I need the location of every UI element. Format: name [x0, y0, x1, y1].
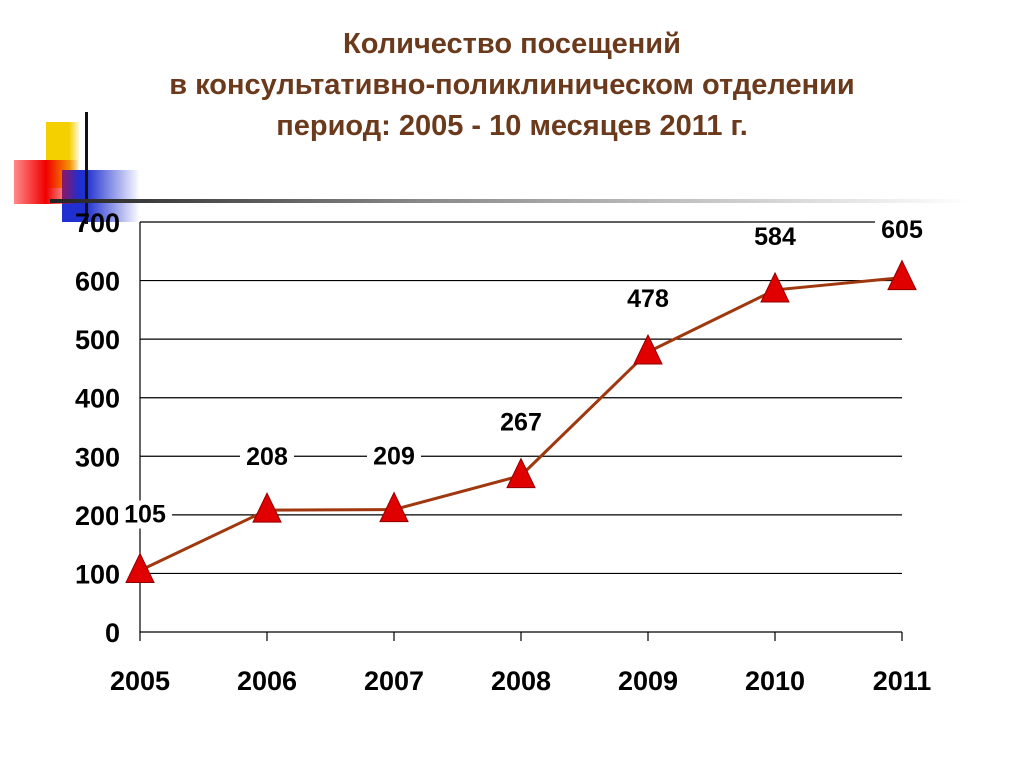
data-point-marker [379, 491, 409, 523]
data-point-marker [125, 552, 155, 583]
data-label-background [875, 216, 929, 244]
title-line-3: период: 2005 - 10 месяцев 2011 г. [276, 110, 748, 142]
data-label-background [367, 442, 421, 471]
data-label-background [748, 222, 802, 251]
data-label-background [494, 408, 548, 437]
data-label: 105 [124, 501, 166, 529]
y-tick-label: 300 [75, 442, 120, 472]
y-tick-label: 700 [75, 208, 120, 238]
data-point-marker [887, 259, 917, 291]
y-tick-label: 600 [75, 267, 120, 297]
x-tick-label: 2011 [873, 666, 932, 696]
data-label-background [240, 443, 294, 472]
y-tick-label: 400 [75, 384, 120, 414]
decor-red-square [14, 160, 78, 204]
title-line-2: в консультативно-поликлиническом отделен… [169, 69, 855, 101]
data-point-marker [506, 457, 536, 489]
data-point-marker [633, 333, 663, 365]
data-label: 208 [246, 443, 288, 471]
y-tick-label: 500 [75, 325, 120, 355]
title-line-1: Количество посещений [343, 28, 681, 60]
x-tick-label: 2005 [110, 666, 170, 696]
data-label-background [118, 500, 172, 529]
x-tick-label: 2010 [745, 666, 805, 696]
data-label-background [621, 285, 675, 314]
data-label: 267 [500, 409, 542, 437]
x-tick-label: 2008 [491, 666, 551, 696]
y-tick-label: 100 [75, 559, 120, 589]
slide-title: Количество посещений в консультативно-по… [0, 24, 1024, 147]
x-tick-label: 2006 [237, 666, 297, 696]
data-point-marker [252, 492, 282, 523]
data-label: 584 [754, 223, 796, 251]
y-tick-label: 0 [105, 618, 120, 648]
data-label: 605 [881, 216, 923, 244]
data-label: 209 [373, 443, 415, 471]
data-label: 478 [627, 285, 669, 313]
y-tick-label: 200 [75, 501, 120, 531]
data-point-marker [760, 271, 790, 303]
x-tick-label: 2007 [364, 666, 424, 696]
decor-horizontal-line [50, 199, 970, 203]
decor-vertical-line [85, 112, 88, 224]
x-tick-label: 2009 [618, 666, 678, 696]
